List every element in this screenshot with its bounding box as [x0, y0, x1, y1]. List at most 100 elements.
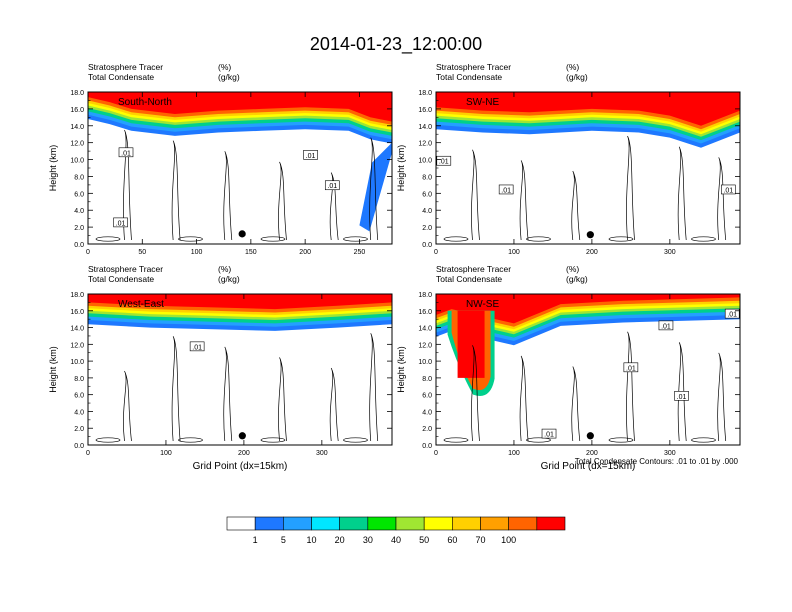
- contour-line-2: [171, 140, 181, 241]
- contour-ring-4: [343, 236, 368, 242]
- y-tick-label: 4.0: [422, 409, 432, 416]
- y-tick-label: 16.0: [70, 107, 84, 114]
- y-tick-label: 4.0: [422, 208, 432, 215]
- y-tick-label: 6.0: [74, 393, 84, 400]
- contour-line-6: [369, 137, 379, 241]
- y-tick-label: 14.0: [70, 124, 84, 131]
- colorbar-swatch-7: [395, 516, 425, 531]
- y-tick-label: 18.0: [418, 90, 432, 97]
- x-tick-label: 200: [299, 249, 311, 256]
- contour-label-box-2: [724, 308, 740, 319]
- panel-3: .01 0.0 2.0 4.0 6.0 8.0 10.0 12.0 14.0 16.0 18.0 0 1…: [48, 264, 393, 472]
- contour-line-3: [571, 170, 581, 241]
- contour-line-3: [223, 151, 233, 241]
- location-marker: [238, 230, 246, 238]
- right-string-2: (g/kg): [566, 274, 588, 284]
- x-tick-label: 250: [354, 249, 366, 256]
- contour-label: .01: [501, 187, 511, 194]
- contour-line-1: [123, 129, 132, 241]
- colorbar-label: 1: [253, 535, 258, 545]
- colorbar-label: 10: [306, 535, 316, 545]
- location-marker: [586, 432, 594, 440]
- y-axis-label: Height (km): [396, 346, 406, 393]
- left-string-1: Stratosphere Tracer: [88, 62, 163, 72]
- right-string-2: (g/kg): [566, 72, 588, 82]
- y-tick-label: 8.0: [74, 174, 84, 181]
- x-tick-label: 300: [664, 450, 676, 457]
- y-tick-label: 14.0: [70, 326, 84, 333]
- panel-4: .01 .01 .01 .01 .01 0.0 2.0 4.0 6.0 8.0 10.0 12.0 14…: [396, 264, 741, 472]
- y-tick-label: 0.0: [422, 443, 432, 450]
- contour-label-box-5: [541, 428, 557, 439]
- colorbar: 1 5 10 20 30 40 50 60 70 100: [226, 516, 566, 545]
- contour-label-box-1: [436, 155, 452, 166]
- x-axis-label: Grid Point (dx=15km): [193, 461, 288, 472]
- contour-note: Total Condensate Contours: .01 to .01 by…: [575, 457, 739, 466]
- y-axis-label: Height (km): [48, 346, 58, 393]
- condensate-contours: [95, 333, 379, 443]
- contour-line-1: [471, 149, 480, 241]
- x-axis-label: Grid Point (dx=15km): [541, 461, 636, 472]
- colorbar-label: 100: [501, 535, 516, 545]
- y-tick-label: 12.0: [70, 141, 84, 148]
- contour-line-4: [626, 135, 635, 241]
- colorbar-label: 40: [391, 535, 401, 545]
- contour-line-4: [626, 331, 635, 442]
- right-string-2: (g/kg): [218, 274, 240, 284]
- colorbar-swatch-8: [423, 516, 453, 531]
- y-tick-label: 16.0: [418, 107, 432, 114]
- y-tick-label: 16.0: [418, 309, 432, 316]
- y-tick-label: 0.0: [74, 443, 84, 450]
- x-tick-label: 150: [245, 249, 257, 256]
- intrusion-1-core: [457, 310, 485, 378]
- contour-line-5: [677, 146, 687, 241]
- y-axis-label: Height (km): [396, 145, 406, 192]
- left-string-1: Stratosphere Tracer: [88, 264, 163, 274]
- colorbar-label: 70: [475, 535, 485, 545]
- contour-label-box-1: [118, 147, 134, 158]
- contour-line-1: [471, 345, 480, 442]
- tracer-band-8: [436, 294, 740, 324]
- left-string-1: Stratosphere Tracer: [436, 62, 511, 72]
- y-tick-label: 6.0: [422, 191, 432, 198]
- y-axis-label: Height (km): [48, 145, 58, 192]
- contour-label-box-1: [189, 341, 205, 352]
- x-tick-label: 0: [434, 249, 438, 256]
- contour-ring-1: [443, 437, 469, 443]
- x-tick-label: 100: [160, 450, 172, 457]
- contour-ring-4: [343, 437, 368, 443]
- x-tick-label: 0: [86, 249, 90, 256]
- colorbar-swatch-10: [480, 516, 509, 531]
- contour-ring-2: [526, 236, 551, 242]
- y-tick-label: 2.0: [74, 426, 84, 433]
- panel-label: SW-NE: [466, 97, 499, 108]
- x-tick-label: 200: [238, 450, 250, 457]
- tracer-band-8: [88, 92, 392, 122]
- contour-line-1: [123, 370, 132, 442]
- contour-label: .01: [116, 220, 126, 227]
- x-tick-label: 200: [586, 450, 598, 457]
- x-tick-label: 0: [434, 450, 438, 457]
- location-marker: [586, 231, 594, 239]
- y-tick-label: 12.0: [418, 342, 432, 349]
- contour-label: .01: [327, 183, 337, 190]
- colorbar-swatch-9: [452, 516, 481, 531]
- x-tick-label: 300: [664, 249, 676, 256]
- contour-line-2: [171, 336, 181, 442]
- right-string-1: (%): [566, 264, 579, 274]
- x-tick-label: 200: [586, 249, 598, 256]
- panel-1: .01 .01 .01 .01 0.0 2.0 4.0 6.0 8.0 10.0 12.0 14.0 1…: [48, 62, 393, 256]
- contour-line-5: [329, 367, 339, 442]
- contour-label: .01: [677, 394, 687, 401]
- y-tick-label: 18.0: [70, 90, 84, 97]
- colorbar-swatch-2: [254, 516, 284, 531]
- contour-ring-1: [95, 236, 121, 242]
- contour-line-6: [369, 333, 379, 442]
- contour-line-2: [519, 355, 529, 442]
- tracer-band-8: [88, 294, 392, 310]
- contour-ring-3: [260, 437, 286, 443]
- contour-label: .01: [626, 365, 636, 372]
- contour-label-box-2: [303, 150, 318, 160]
- y-tick-label: 14.0: [418, 124, 432, 131]
- contour-line-4: [278, 357, 287, 442]
